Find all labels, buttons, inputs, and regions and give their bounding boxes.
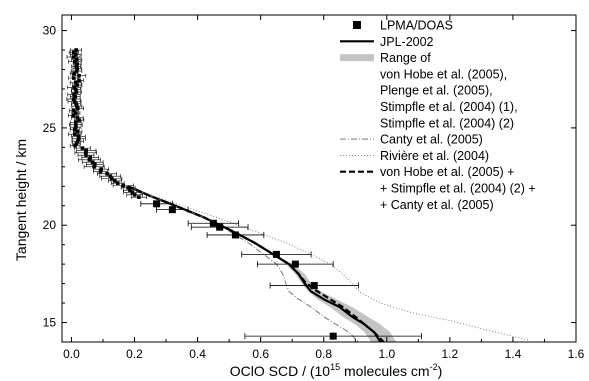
series-line bbox=[127, 185, 385, 342]
lpma-doas-point bbox=[206, 231, 265, 239]
x-axis-label-mid: molecules cm bbox=[340, 363, 429, 379]
plot-layer bbox=[66, 48, 529, 342]
x-tick-label: 0.6 bbox=[252, 347, 269, 361]
x-tick-label: 0.8 bbox=[315, 347, 332, 361]
legend-entry: Canty et al. (2005) bbox=[340, 133, 483, 147]
series-line bbox=[128, 185, 359, 342]
lpma-doas-point bbox=[269, 282, 359, 290]
legend: LPMA/DOAS JPL-2002 Range of von Hobe et al.… bbox=[340, 19, 536, 212]
legend-label: Plenge et al. (2005), bbox=[380, 84, 493, 98]
y-tick-label: 15 bbox=[43, 316, 57, 330]
legend-entry: Stimpfle et al. (2004) (1), bbox=[380, 100, 518, 114]
x-axis-label-end: ) bbox=[438, 363, 443, 379]
legend-label: Canty et al. (2005) bbox=[380, 133, 483, 147]
x-tick-label: 0.0 bbox=[63, 347, 80, 361]
legend-label: JPL-2002 bbox=[380, 35, 434, 49]
legend-label: + Stimpfle et al. (2004) (2) + bbox=[380, 182, 536, 196]
x-tick-label: 1.6 bbox=[568, 347, 585, 361]
legend-label: Range of bbox=[380, 51, 431, 65]
x-tick-label: 1.4 bbox=[505, 347, 522, 361]
legend-entry: Range of bbox=[340, 51, 431, 65]
y-tick-label: 30 bbox=[43, 24, 57, 38]
y-tick-label: 20 bbox=[43, 218, 57, 232]
legend-label: Stimpfle et al. (2004) (2) bbox=[380, 116, 514, 130]
y-tick-label: 25 bbox=[43, 121, 57, 135]
x-tick-label: 1.0 bbox=[378, 347, 395, 361]
legend-entry: LPMA/DOAS bbox=[353, 19, 453, 33]
x-tick-label: 0.2 bbox=[126, 347, 143, 361]
lpma-doas-point bbox=[187, 219, 239, 227]
legend-entry: von Hobe et al. (2005) + bbox=[340, 165, 514, 179]
legend-entry: von Hobe et al. (2005), bbox=[380, 67, 507, 81]
legend-label: Stimpfle et al. (2004) (1), bbox=[380, 100, 518, 114]
legend-entry: Rivière et al. (2004) bbox=[340, 149, 489, 163]
x-axis-label: OClO SCD / (1015 molecules cm-2) bbox=[230, 362, 443, 379]
legend-label: LPMA/DOAS bbox=[380, 19, 453, 33]
axis-layer: 0.0 0.2 0.4 0.6 0.8 1.0 1.2 1.4 1.6 15 20 25 30 bbox=[43, 15, 585, 361]
lpma-doas-point bbox=[156, 206, 189, 214]
x-tick-label: 0.4 bbox=[189, 347, 206, 361]
legend-entry: Stimpfle et al. (2004) (2) bbox=[380, 116, 514, 130]
legend-entry: Plenge et al. (2005), bbox=[380, 84, 493, 98]
x-axis-label-exp1: 15 bbox=[330, 362, 340, 372]
x-tick-label: 1.2 bbox=[442, 347, 459, 361]
series-line bbox=[128, 185, 529, 341]
legend-swatch bbox=[353, 21, 361, 29]
plot-frame bbox=[61, 14, 577, 343]
legend-entry: + Canty et al. (2005) bbox=[380, 198, 494, 212]
legend-label: von Hobe et al. (2005) + bbox=[380, 165, 514, 179]
lpma-doas-point bbox=[257, 260, 334, 268]
lpma-doas-point bbox=[140, 200, 173, 208]
legend-label: + Canty et al. (2005) bbox=[380, 198, 494, 212]
plot-area bbox=[66, 48, 529, 342]
legend-entry: + Stimpfle et al. (2004) (2) + bbox=[380, 182, 536, 196]
upper-altitude-measurements bbox=[66, 48, 147, 200]
legend-label: von Hobe et al. (2005), bbox=[380, 67, 507, 81]
legend-entry: JPL-2002 bbox=[340, 35, 434, 49]
legend-label: Rivière et al. (2004) bbox=[380, 149, 489, 163]
lpma-doas-point bbox=[241, 250, 312, 258]
y-axis-label: Tangent height / km bbox=[13, 139, 29, 261]
x-axis-label-main: OClO SCD / (10 bbox=[230, 363, 331, 379]
x-axis-label-exp2: -2 bbox=[430, 362, 438, 372]
lpma-doas-point bbox=[190, 223, 249, 231]
lpma-doas-point bbox=[244, 332, 422, 340]
